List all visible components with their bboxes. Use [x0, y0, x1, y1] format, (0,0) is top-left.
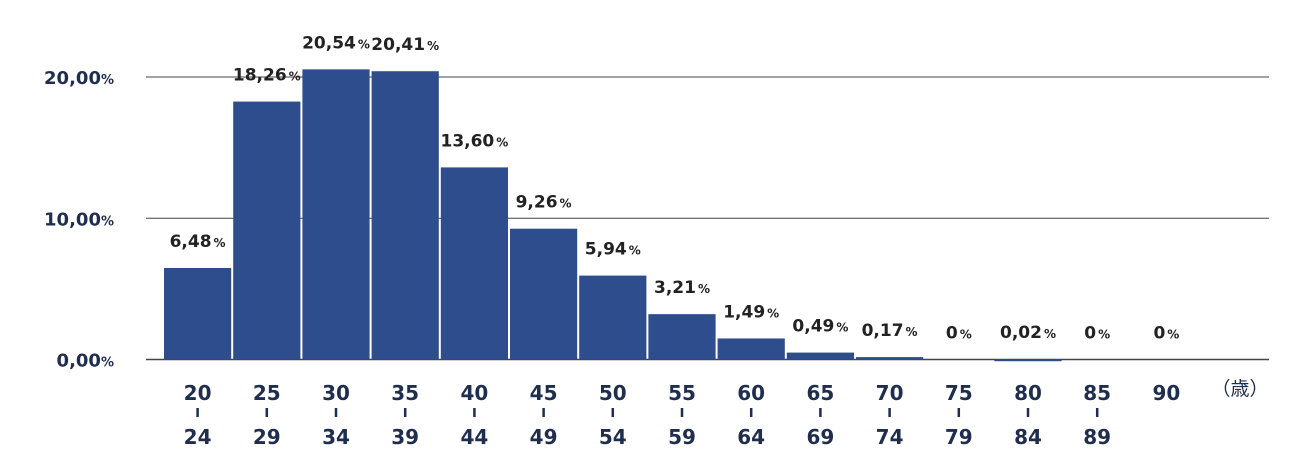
bar: [371, 71, 439, 360]
x-tick-label-end: 59: [668, 425, 696, 449]
x-tick-label-end: 39: [391, 425, 419, 449]
data-label: 5,94%: [585, 240, 641, 260]
bar: [302, 69, 370, 360]
data-label: 0%: [1084, 324, 1110, 344]
bar: [994, 359, 1062, 362]
x-tick-label-start: 30: [322, 381, 350, 405]
data-label: 0%: [1153, 324, 1179, 344]
y-tick-label: 10,00%: [44, 209, 114, 230]
data-label: 20,41%: [371, 35, 439, 55]
x-tick-label-start: 45: [530, 381, 558, 405]
x-tick-label-start: 80: [1014, 381, 1042, 405]
data-label: 0,49%: [792, 317, 848, 337]
x-tick-label-start: 20: [184, 381, 212, 405]
data-label: 0,17%: [862, 321, 918, 341]
x-tick-label-end: 24: [184, 425, 212, 449]
x-tick-label-start: 75: [945, 381, 973, 405]
x-axis-ticks: 20 24 25 29 30 34 35 39 40 44 45 49 50 54 55 59 60 64 65 69…: [184, 381, 1181, 449]
y-axis-ticks: 0,00% 10,00% 20,00%: [44, 68, 114, 372]
x-tick-label-end: 64: [737, 425, 765, 449]
x-tick-label-end: 29: [253, 425, 281, 449]
y-tick-label: 20,00%: [44, 68, 114, 89]
bars: [164, 69, 1062, 362]
bar: [164, 267, 232, 360]
x-tick-label-end: 89: [1083, 425, 1111, 449]
bar: [717, 338, 785, 360]
bar: [233, 101, 301, 360]
x-tick-label-start: 90: [1152, 381, 1180, 405]
bar: [786, 352, 854, 360]
x-tick-label-end: 54: [599, 425, 627, 449]
x-axis-unit-label: （歳）: [1211, 378, 1268, 400]
x-tick-label-end: 69: [806, 425, 834, 449]
x-tick-label-start: 65: [806, 381, 834, 405]
data-label: 3,21%: [654, 278, 710, 298]
data-label: 6,48%: [170, 232, 226, 252]
data-label: 1,49%: [723, 302, 779, 322]
x-tick-label-start: 40: [460, 381, 488, 405]
data-label: 0%: [946, 324, 972, 344]
data-label: 13,60%: [440, 131, 508, 151]
x-tick-label-end: 84: [1014, 425, 1042, 449]
x-tick-label-end: 34: [322, 425, 350, 449]
bar: [856, 357, 924, 360]
x-tick-label-end: 74: [876, 425, 904, 449]
x-tick-label-end: 79: [945, 425, 973, 449]
data-label: 18,26%: [233, 66, 301, 86]
bar: [648, 314, 716, 360]
x-tick-label-start: 85: [1083, 381, 1111, 405]
data-labels: 6,48 % 18,26 %20,54% 20,41 % 13,60 % 9,26 % 5,94 % 3…: [170, 33, 1180, 343]
bar: [579, 275, 647, 360]
x-tick-label-start: 35: [391, 381, 419, 405]
bar: [440, 167, 508, 360]
data-label: 0,02%: [1000, 323, 1056, 343]
y-tick-label: 0,00%: [57, 351, 114, 372]
x-tick-label-start: 60: [737, 381, 765, 405]
x-tick-label-start: 55: [668, 381, 696, 405]
x-tick-label-start: 70: [876, 381, 904, 405]
bar: [510, 228, 578, 360]
x-tick-label-start: 25: [253, 381, 281, 405]
x-tick-label-start: 50: [599, 381, 627, 405]
data-label: 20,54%: [302, 33, 370, 53]
x-tick-label-end: 49: [530, 425, 558, 449]
data-label: 9,26%: [516, 193, 572, 213]
x-tick-label-end: 44: [460, 425, 488, 449]
